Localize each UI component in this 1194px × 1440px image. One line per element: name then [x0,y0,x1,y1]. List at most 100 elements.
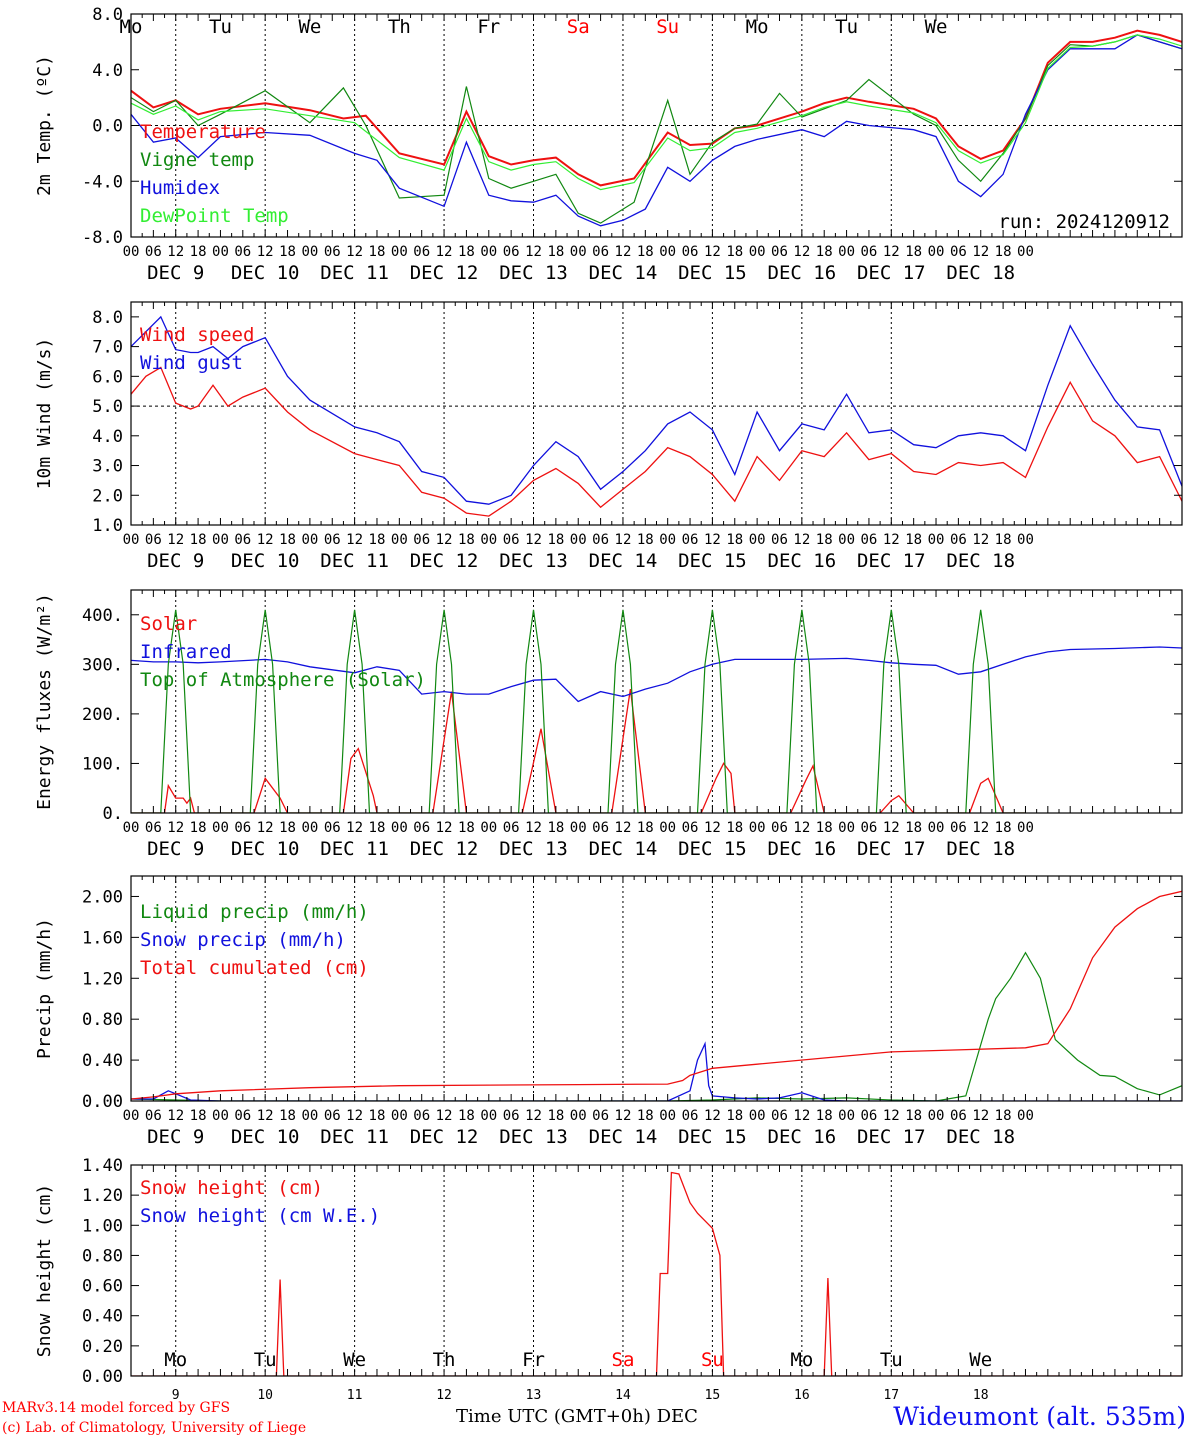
run-label: run: 2024120912 [998,211,1170,233]
hour-label: 18 [369,820,386,836]
hour-label: 18 [995,1108,1012,1124]
hour-label: 18 [190,532,207,548]
y-tick-label: 1.00 [82,1216,123,1236]
hour-label: 00 [123,244,140,260]
panel-snow: 0.00 0.20 0.40 0.60 0.80 1.00 1.20 1.40 Snow hei… [34,1156,1183,1403]
weekday-label: We [343,1349,366,1371]
y-tick-label: 0.0 [92,117,123,137]
day-number-label: 17 [883,1388,899,1403]
hour-label: 18 [637,1108,654,1124]
hour-label: 18 [637,820,654,836]
hour-label: 12 [346,1108,363,1124]
hour-label: 00 [659,820,676,836]
legend-entry: Liquid precip (mm/h) [140,901,369,923]
hour-label: 00 [928,1108,945,1124]
weekday-label: Fr [522,1349,545,1371]
day-number-label: 13 [526,1388,542,1403]
date-label: DEC 17 [857,550,926,572]
hour-label: 00 [570,1108,587,1124]
panel-energy: 0. 100. 200. 300. 400. Energy fluxes (W/m²) So… [34,589,1183,860]
y-axis-label: 10m Wind (m/s) [34,338,55,490]
legend-entry: Temperature [140,121,266,143]
hour-label: 18 [637,532,654,548]
y-tick-label: 0.20 [82,1337,123,1357]
y-tick-label: 7.0 [92,338,123,358]
legend-entry: Snow precip (mm/h) [140,929,346,951]
hour-label: 18 [458,244,475,260]
date-label: DEC 14 [589,262,658,284]
y-tick-label: 2.00 [82,887,123,907]
weekday-label: Tu [209,16,232,38]
legend-entry: Infrared [140,641,232,663]
series-line-wind-speed [131,366,1182,517]
weekday-label: Mo [790,1349,813,1371]
hour-label: 12 [167,244,184,260]
hour-label: 18 [816,532,833,548]
hour-label: 00 [838,244,855,260]
date-label: DEC 12 [410,262,479,284]
hour-label: 18 [905,244,922,260]
hour-label: 12 [972,820,989,836]
hour-label: 12 [346,532,363,548]
panel-precip: 0.00 0.40 0.80 1.20 1.60 2.00 Precip (mm/h) Liq… [34,875,1183,1148]
hour-label: 06 [592,244,609,260]
hour-label: 12 [704,1108,721,1124]
series-line-snow-precip-mm-h- [131,1041,1182,1101]
legend-entry: Snow height (cm) [140,1177,323,1199]
hour-label: 00 [1017,244,1034,260]
hour-label: 12 [257,820,274,836]
date-label: DEC 13 [499,550,568,572]
hour-label: 06 [861,244,878,260]
weekday-label: Mo [746,16,769,38]
hour-label: 18 [190,1108,207,1124]
hour-label: 00 [480,820,497,836]
hour-label: 00 [123,532,140,548]
hour-label: 18 [190,820,207,836]
hour-label: 06 [324,244,341,260]
date-label: DEC 11 [320,550,389,572]
date-label: DEC 9 [147,262,204,284]
weekday-label: We [298,16,321,38]
hour-label: 00 [301,820,318,836]
hour-label: 06 [592,532,609,548]
hour-label: 12 [972,1108,989,1124]
hour-label: 18 [369,532,386,548]
y-tick-label: 100. [82,754,123,774]
hour-label: 00 [123,820,140,836]
date-label: DEC 12 [410,1126,479,1148]
hour-label: 00 [1017,532,1034,548]
y-tick-label: 0.40 [82,1307,123,1327]
hour-label: 18 [995,532,1012,548]
hour-label: 12 [883,532,900,548]
date-label: DEC 18 [946,838,1015,860]
y-tick-label: 1.40 [82,1156,123,1176]
y-tick-label: 0.80 [82,1246,123,1266]
hour-label: 18 [547,244,564,260]
hour-label: 00 [838,1108,855,1124]
weekday-label: We [925,16,948,38]
hour-label: 06 [503,244,520,260]
hour-label: 06 [592,1108,609,1124]
weekday-label: Fr [477,16,500,38]
hour-label: 00 [749,244,766,260]
hour-label: 18 [279,820,296,836]
weekday-label: Tu [254,1349,277,1371]
hour-label: 00 [301,244,318,260]
legend-entry: Wind speed [140,324,254,346]
hour-label: 00 [391,820,408,836]
hour-label: 00 [1017,820,1034,836]
hour-label: 18 [905,532,922,548]
hour-label: 12 [346,244,363,260]
legend-entry: Vigne temp [140,149,254,171]
hour-label: 12 [346,820,363,836]
date-label: DEC 17 [857,838,926,860]
date-label: DEC 10 [231,550,300,572]
day-number-label: 18 [973,1388,989,1403]
hour-label: 18 [547,1108,564,1124]
date-label: DEC 17 [857,262,926,284]
y-tick-label: 1.0 [92,516,123,536]
hour-label: 18 [190,244,207,260]
hour-label: 18 [726,532,743,548]
weekday-label: Mo [164,1349,187,1371]
date-label: DEC 13 [499,1126,568,1148]
